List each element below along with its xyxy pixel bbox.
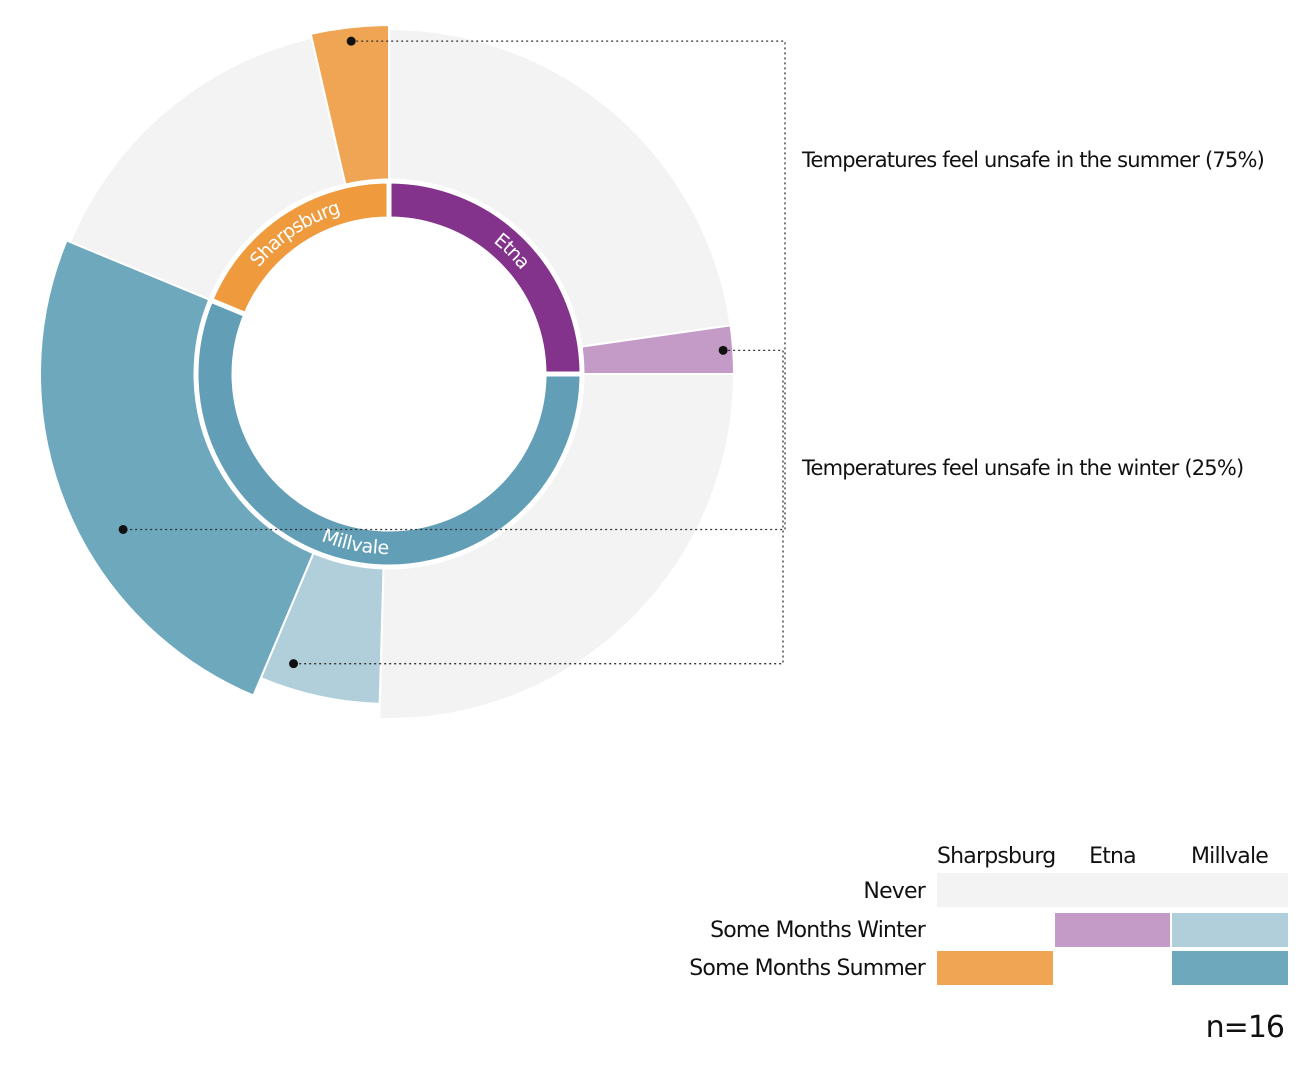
outer-ring — [39, 23, 736, 720]
leader-winter — [293, 349, 784, 665]
annotation-summer: Temperatures feel unsafe in the summer (… — [802, 148, 1265, 172]
leader-summer — [123, 40, 786, 531]
legend-row-summer: Some Months Summer — [689, 956, 926, 981]
legend-swatch-summer-millvale — [1172, 951, 1288, 985]
legend-column-etna: Etna — [1089, 844, 1137, 869]
legend-row-never: Never — [863, 879, 925, 904]
legend-swatch-winter-etna — [1055, 913, 1170, 947]
dot-summer-millvale — [118, 524, 128, 534]
legend-swatch-summer-sharpsburg — [937, 951, 1053, 985]
legend-row-winter: Some Months Winter — [710, 918, 926, 943]
legend-column-millvale: Millvale — [1190, 844, 1269, 869]
sample-size: n=16 — [1205, 1010, 1285, 1045]
annotation-winter: Temperatures feel unsafe in the winter (… — [802, 456, 1244, 480]
dot-summer-sharpsburg — [346, 36, 356, 46]
inner-ring — [193, 178, 585, 570]
legend-swatch-never-all — [937, 873, 1288, 907]
legend-column-sharpsburg: Sharpsburg — [937, 844, 1056, 869]
dot-winter-etna — [718, 345, 728, 355]
legend-swatch-winter-millvale — [1172, 913, 1288, 947]
leader-lines — [118, 36, 786, 669]
dot-winter-millvale — [289, 659, 299, 669]
inner-segment-millvale — [193, 296, 585, 570]
